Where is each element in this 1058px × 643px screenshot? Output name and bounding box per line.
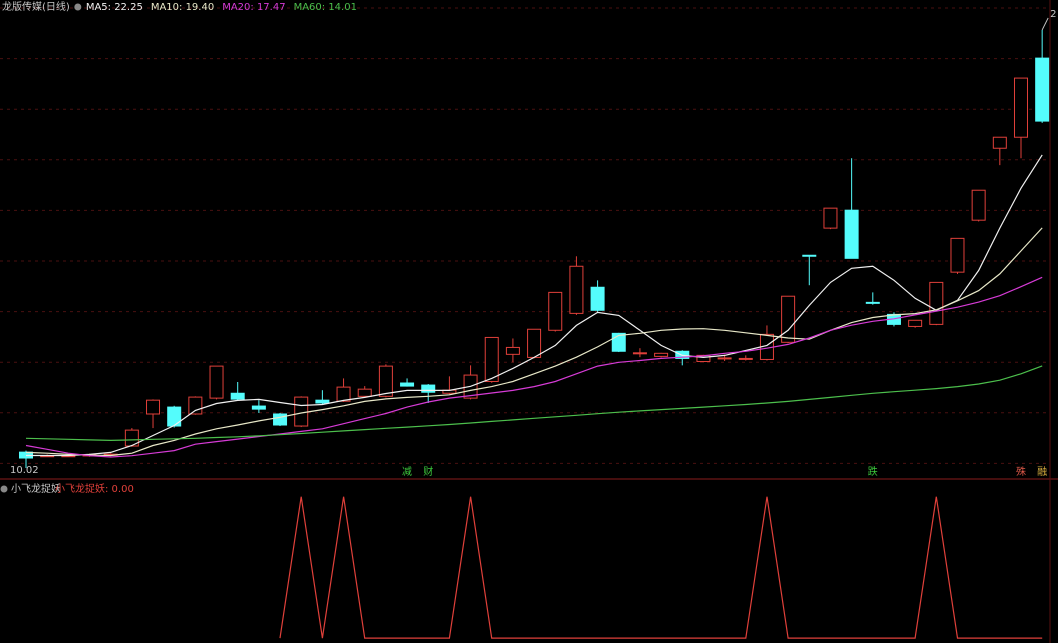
candle-body [654,352,669,357]
event-label: 减 [402,466,412,478]
candle-body [717,357,732,360]
chart-title: 龙版传媒(日线) [2,0,70,13]
low-label: 10.02 [10,465,39,476]
high-label: 2 [1050,9,1056,20]
candle-body [315,399,330,404]
candle-body [1013,77,1028,138]
candle-body [146,399,161,415]
candle-body [823,207,838,229]
candle-body [484,336,499,382]
candle-body [548,291,563,331]
candle-body [188,396,203,415]
candle-body [632,352,647,355]
legend-entry: MA60: 14.01 [294,2,357,13]
candle-body [209,365,224,399]
candle-body [844,209,859,259]
series-line [26,154,1043,457]
candle-body [865,301,880,304]
series-line [25,276,1043,458]
candle-body [992,136,1007,149]
settings-icon[interactable] [74,3,82,11]
candle-body [505,346,520,355]
event-label: 跌 [868,465,878,478]
high-pointer [1041,17,1049,31]
legend-entry: MA5: 22.25 [86,2,143,13]
candle-body [781,295,796,343]
candle-body [357,388,372,397]
indicator-title: 小飞龙捉妖 [11,482,61,495]
candle-body [527,328,542,358]
legend-entry: 小飞龙捉妖: 0.00 [55,482,134,495]
settings-icon[interactable] [0,485,8,493]
candle-body [802,254,817,257]
candle-body [167,406,182,427]
candle-body [971,189,986,221]
candle-body [336,386,351,402]
event-label: 殊 [1016,465,1026,478]
candle-body [400,382,415,387]
candle-body [738,357,753,360]
candle-body [908,319,923,327]
series-line [25,227,1043,457]
candle-body [230,392,245,400]
candle-body [1035,57,1050,122]
series-line [279,496,1043,639]
legend-entry: MA10: 19.40 [151,2,214,13]
candle-body [569,265,584,314]
candle-body [273,413,288,426]
legend-entry: MA20: 17.47 [222,2,285,13]
event-label: 财 [423,465,433,478]
candle-body [251,405,266,410]
event-label: 融 [1037,466,1047,478]
candle-body [590,286,605,311]
candle-body [378,365,393,397]
candle-body [294,396,309,427]
candle-body [929,281,944,325]
candle-body [421,384,436,393]
candle-body [950,237,965,273]
series-line [25,365,1043,442]
